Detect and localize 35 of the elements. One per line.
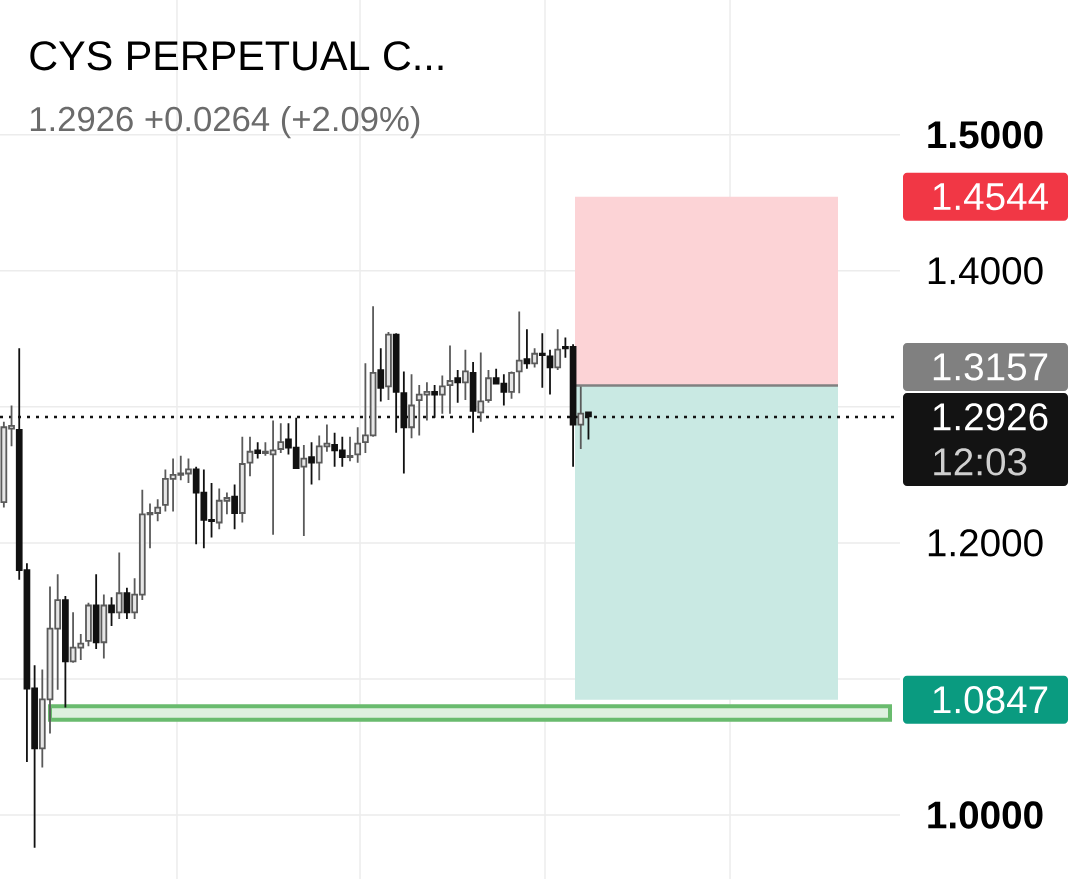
candlestick [515, 310, 523, 395]
candlestick [554, 328, 562, 371]
y-tick-label: 1.5000 [928, 121, 1043, 149]
candlestick [300, 444, 308, 537]
y-tick-label: 1.4000 [928, 257, 1043, 285]
candlestick [92, 573, 100, 650]
candlestick [438, 374, 446, 415]
y-tick-label: 1.2000 [928, 529, 1043, 557]
text: 1.2926 +0.0264 (+2.09%) [30, 105, 420, 139]
candlestick [508, 370, 515, 400]
candlestick [100, 593, 108, 660]
candlestick [254, 441, 262, 460]
candlestick [62, 595, 69, 709]
candlestick [454, 369, 462, 404]
ref-line-label: 1.2926 [933, 403, 1048, 431]
candlestick [346, 435, 354, 463]
band-label: 1.0847 [933, 686, 1048, 714]
y-tick-label: 1.0000 [928, 801, 1043, 829]
candlestick [446, 344, 454, 415]
ref-line-label: 1.3157 [933, 353, 1048, 381]
text: 12:03 [934, 448, 1027, 476]
candlestick [377, 347, 385, 403]
candlestick [123, 586, 131, 621]
candlestick [385, 331, 392, 401]
candlestick [231, 483, 238, 531]
text: CYS PERPETUAL C... [30, 41, 443, 71]
band-label: 1.4544 [933, 183, 1048, 211]
candlestick [577, 385, 585, 450]
candlestick [85, 601, 92, 648]
candlestick [523, 328, 531, 370]
candlestick [531, 347, 538, 369]
candlestick [546, 348, 554, 396]
candlestick [115, 551, 123, 621]
candlestick [538, 332, 546, 389]
candlestick [462, 348, 469, 401]
